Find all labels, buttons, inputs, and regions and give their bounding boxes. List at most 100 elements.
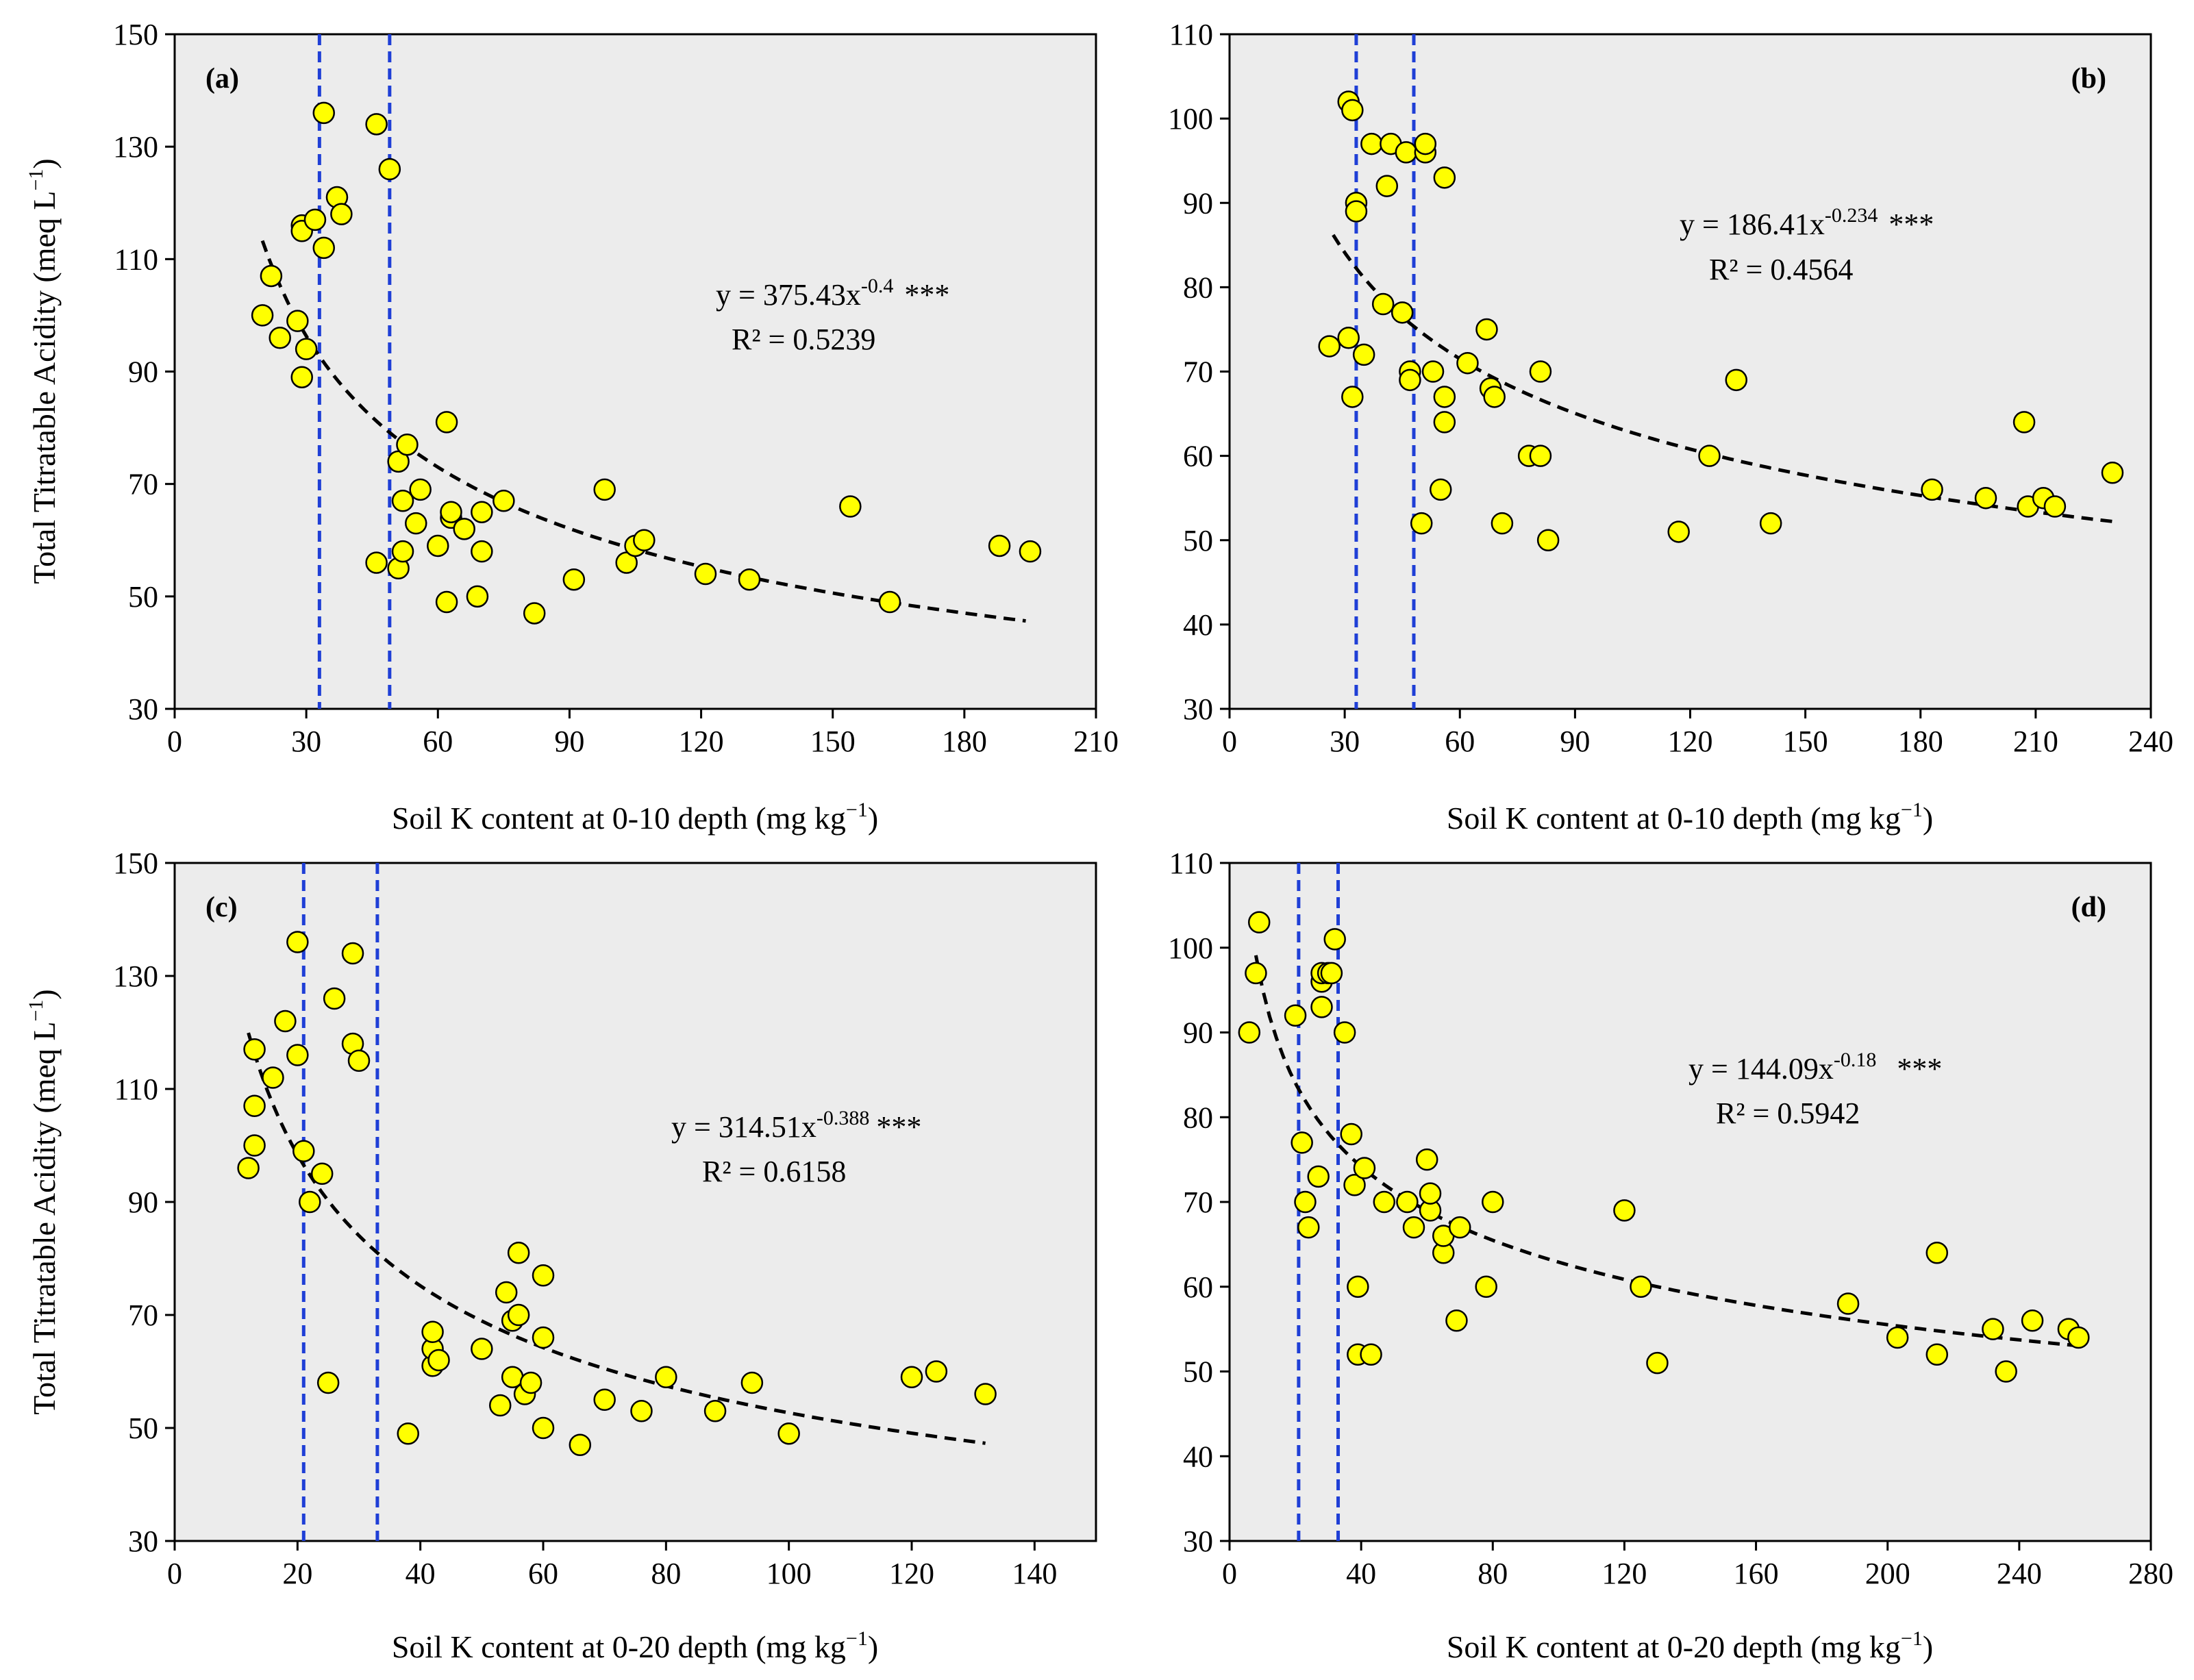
data-point bbox=[532, 1416, 555, 1440]
data-point bbox=[1247, 911, 1271, 933]
data-point bbox=[1284, 1004, 1307, 1027]
data-point bbox=[1529, 360, 1552, 383]
data-point bbox=[435, 590, 458, 614]
data-points-d bbox=[1238, 911, 2090, 1383]
data-point bbox=[391, 540, 414, 563]
fit-curve-c bbox=[247, 1032, 986, 1445]
data-point bbox=[1375, 175, 1399, 197]
data-point bbox=[1238, 1021, 1261, 1044]
y-ticks-c: 30 50 70 90 110 130 150 bbox=[113, 847, 175, 1558]
y-tick-label: 110 bbox=[114, 1073, 158, 1106]
y-tick-label: 50 bbox=[128, 580, 158, 614]
data-point bbox=[292, 1140, 315, 1162]
data-point bbox=[1613, 1199, 1636, 1222]
data-point bbox=[1360, 1343, 1382, 1366]
y-tick-label: 40 bbox=[1183, 608, 1213, 642]
data-point bbox=[488, 1394, 512, 1417]
data-point bbox=[1475, 1275, 1497, 1298]
data-point bbox=[409, 478, 432, 501]
y-tick-label: 80 bbox=[1183, 1101, 1213, 1134]
data-point bbox=[1019, 540, 1042, 563]
data-point bbox=[988, 534, 1011, 557]
data-point bbox=[532, 1264, 555, 1287]
data-point bbox=[1371, 292, 1395, 316]
data-point bbox=[1529, 444, 1552, 467]
data-point bbox=[1419, 1182, 1442, 1205]
x-ticks-c: 0 20 40 60 80 100 120 140 bbox=[167, 1541, 1057, 1590]
data-point bbox=[694, 562, 717, 586]
data-point bbox=[347, 1049, 371, 1072]
x-tick-label: 240 bbox=[2128, 725, 2173, 758]
data-point bbox=[243, 1134, 266, 1157]
data-point bbox=[1759, 512, 1782, 535]
data-point bbox=[1307, 1165, 1330, 1188]
x-axis-label-b: Soil K content at 0-10 depth (mg kg−1) bbox=[1447, 799, 1933, 836]
data-point bbox=[1245, 962, 1267, 985]
data-point bbox=[1410, 512, 1433, 535]
data-point bbox=[1475, 318, 1498, 341]
data-point bbox=[1995, 1360, 2017, 1383]
x-tick-label: 60 bbox=[423, 725, 453, 758]
data-point bbox=[1345, 200, 1368, 223]
data-point bbox=[2012, 411, 2036, 434]
data-point bbox=[365, 551, 388, 574]
fit-curve-d bbox=[1254, 955, 2079, 1348]
data-point bbox=[1974, 486, 1997, 510]
y-tick-label: 100 bbox=[1168, 931, 1213, 965]
data-point bbox=[1341, 99, 1364, 122]
x-ticks-b: 0 30 60 90 120 150 180 210 240 bbox=[1222, 709, 2173, 758]
y-tick-label: 30 bbox=[128, 692, 158, 726]
data-point bbox=[378, 158, 401, 181]
plot-area-a bbox=[173, 33, 1097, 710]
y-tick-label: 60 bbox=[1183, 1270, 1213, 1304]
y-tick-label: 90 bbox=[1183, 186, 1213, 220]
data-point bbox=[1429, 478, 1452, 501]
data-point bbox=[290, 366, 313, 388]
data-point bbox=[1725, 368, 1747, 392]
data-point bbox=[1318, 335, 1341, 358]
data-point bbox=[1323, 928, 1346, 951]
x-axis-label-c: Soil K content at 0-20 depth (mg kg−1) bbox=[392, 1627, 878, 1664]
data-point bbox=[1536, 529, 1560, 551]
y-tick-label: 30 bbox=[128, 1525, 158, 1558]
x-tick-label: 210 bbox=[2013, 725, 2058, 758]
data-point bbox=[1433, 166, 1456, 189]
panel-a: 0 30 60 90 120 150 180 210 30 50 70 90 110 130 150 (a… bbox=[25, 18, 1119, 836]
x-tick-label: 40 bbox=[406, 1557, 436, 1590]
data-point bbox=[562, 568, 586, 591]
data-point bbox=[421, 1320, 444, 1343]
data-point bbox=[839, 495, 862, 518]
data-point bbox=[243, 1038, 266, 1061]
x-tick-label: 0 bbox=[1222, 725, 1237, 758]
data-point bbox=[243, 1094, 266, 1117]
y-tick-label: 50 bbox=[128, 1412, 158, 1445]
data-point bbox=[1836, 1292, 1860, 1315]
data-point bbox=[2043, 495, 2067, 518]
data-point bbox=[2101, 462, 2124, 484]
data-point bbox=[1646, 1351, 1669, 1375]
data-point bbox=[471, 540, 493, 563]
data-point bbox=[1373, 1190, 1396, 1214]
data-point bbox=[440, 501, 462, 523]
data-point bbox=[878, 590, 901, 614]
x-tick-label: 30 bbox=[291, 725, 321, 758]
x-tick-label: 100 bbox=[766, 1557, 812, 1590]
y-tick-label: 130 bbox=[113, 960, 158, 993]
data-point bbox=[466, 585, 489, 608]
x-tick-label: 0 bbox=[1222, 1557, 1237, 1590]
r-squared-a: R² = 0.5239 bbox=[732, 323, 875, 356]
x-tick-label: 240 bbox=[1997, 1557, 2042, 1590]
data-point bbox=[295, 338, 318, 360]
y-ticks-a: 30 50 70 90 110 130 150 bbox=[113, 18, 175, 726]
data-point bbox=[310, 1162, 334, 1185]
data-point bbox=[1333, 1021, 1356, 1044]
data-point bbox=[1433, 386, 1456, 408]
x-tick-label: 0 bbox=[167, 725, 182, 758]
data-point bbox=[341, 942, 364, 965]
data-point bbox=[262, 1066, 284, 1089]
data-point bbox=[493, 490, 515, 512]
data-point bbox=[1886, 1326, 1909, 1349]
data-point bbox=[495, 1281, 518, 1304]
data-point bbox=[593, 1388, 616, 1411]
